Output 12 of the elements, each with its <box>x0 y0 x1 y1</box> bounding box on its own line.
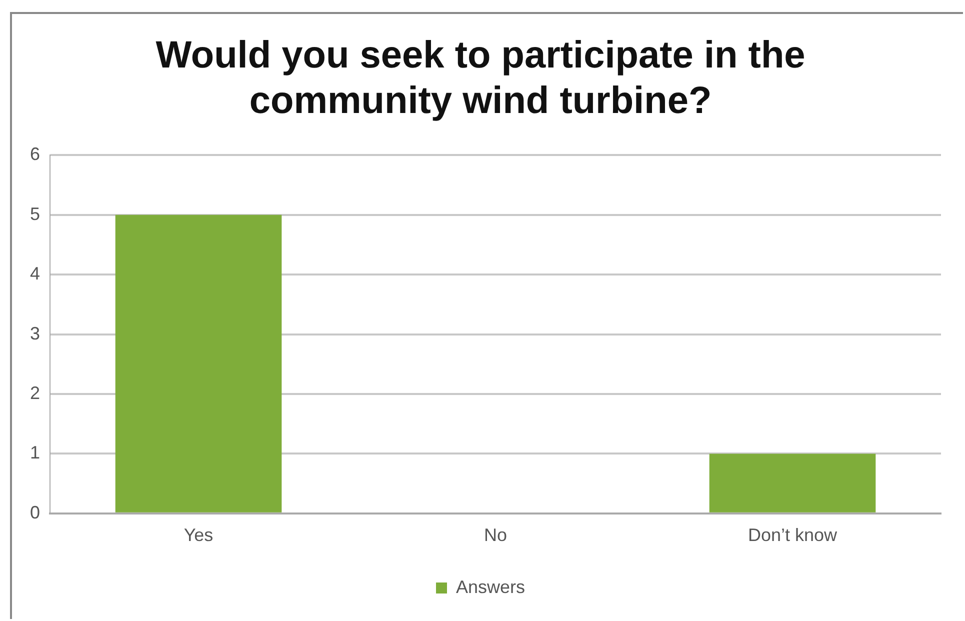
x-tick-label: No <box>484 525 508 546</box>
y-tick-label: 4 <box>30 264 40 284</box>
x-tick-label: Don’t know <box>748 525 838 546</box>
y-tick-label: 1 <box>30 442 40 463</box>
x-tick-label: Yes <box>184 525 214 546</box>
y-tick-label: 2 <box>30 382 40 403</box>
y-tick-label: 6 <box>30 144 40 164</box>
y-tick-label: 0 <box>30 502 40 522</box>
y-tick-label: 3 <box>30 323 40 344</box>
legend-label: Answers <box>456 576 526 597</box>
chart-title: Would you seek to participate in the community wind turbine? <box>156 34 806 122</box>
y-tick-label: 5 <box>30 204 40 224</box>
